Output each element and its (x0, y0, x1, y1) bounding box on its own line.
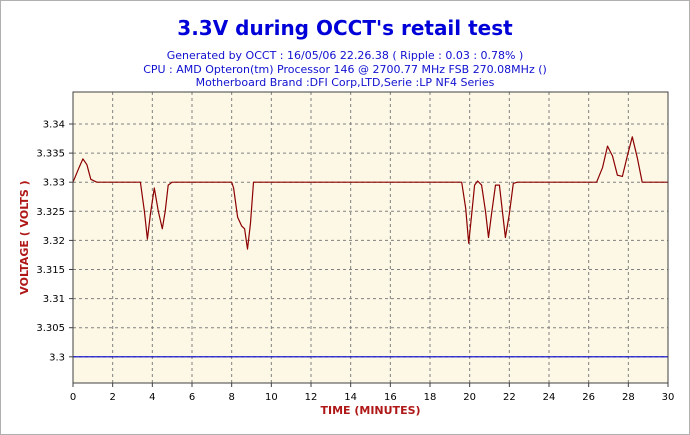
chart-subtitle-generated: Generated by OCCT : 16/05/06 22.26.38 ( … (166, 49, 524, 62)
x-tick-label: 18 (424, 392, 437, 403)
y-tick-label: 3.31 (43, 294, 65, 305)
x-axis-label: TIME (MINUTES) (320, 404, 420, 417)
chart-title: 3.3V during OCCT's retail test (177, 16, 513, 40)
chart-subtitle-cpu: CPU : AMD Opteron(tm) Processor 146 @ 27… (143, 63, 547, 76)
x-tick-label: 14 (344, 392, 357, 403)
plot-area (73, 92, 668, 383)
x-tick-label: 28 (622, 392, 635, 403)
y-tick-label: 3.335 (36, 149, 65, 160)
grid-lines (73, 92, 668, 383)
x-tick-label: 8 (228, 392, 234, 403)
x-tick-label: 24 (543, 392, 556, 403)
y-tick-label: 3.34 (43, 120, 65, 131)
x-tick-label: 2 (109, 392, 115, 403)
voltage-series-line (72, 136, 668, 250)
x-tick-label: 4 (149, 392, 155, 403)
y-tick-label: 3.305 (36, 323, 65, 334)
x-tick-label: 12 (305, 392, 318, 403)
x-tick-label: 6 (189, 392, 195, 403)
series-group (72, 136, 668, 358)
y-tick-label: 3.3 (49, 352, 65, 363)
x-tick-label: 22 (503, 392, 516, 403)
y-axis-label: VOLTAGE ( VOLTS ) (18, 180, 31, 294)
x-tick-label: 20 (463, 392, 476, 403)
x-tick-label: 10 (265, 392, 278, 403)
x-tick-label: 30 (662, 392, 675, 403)
chart-subtitle-motherboard: Motherboard Brand :DFI Corp,LTD,Serie :L… (195, 76, 495, 89)
plot-border (72, 91, 669, 384)
x-tick-label: 0 (70, 392, 76, 403)
x-tick-label: 16 (384, 392, 397, 403)
axis-ticks: 0 2 4 6 8 10 12 14 16 18 20 22 24 26 28 303.33.3053.313… (36, 120, 674, 403)
x-tick-label: 26 (582, 392, 595, 403)
y-tick-label: 3.32 (43, 236, 65, 247)
y-tick-label: 3.33 (43, 178, 65, 189)
y-tick-label: 3.325 (36, 207, 65, 218)
y-tick-label: 3.315 (36, 265, 65, 276)
